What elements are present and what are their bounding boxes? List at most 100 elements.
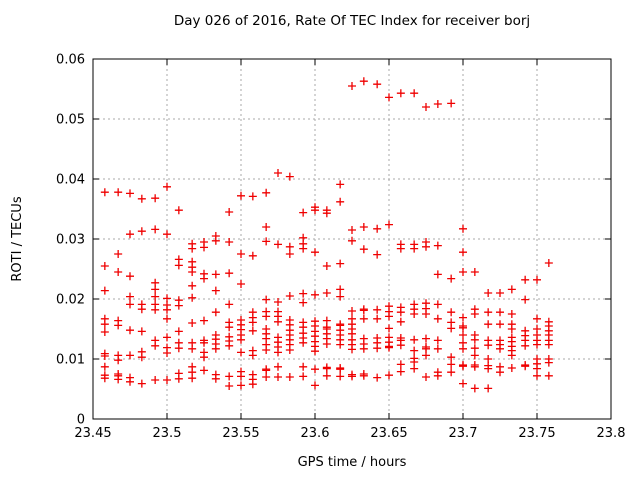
data-point-marker (225, 382, 234, 390)
data-point-marker (237, 191, 245, 200)
x-tick-label: 23.45 (74, 426, 111, 441)
data-point-marker (114, 188, 123, 197)
data-point-marker (200, 243, 208, 252)
data-point-marker (211, 308, 220, 317)
data-point-marker (188, 319, 197, 327)
data-point-marker (470, 362, 479, 371)
data-point-marker (262, 373, 271, 381)
data-point-marker (137, 194, 146, 203)
data-point-marker (211, 236, 220, 245)
data-point-marker (422, 334, 430, 343)
data-point-marker (359, 314, 368, 323)
data-point-marker (322, 371, 331, 380)
data-point-marker (533, 314, 541, 323)
data-point-marker (322, 262, 331, 270)
data-point-marker (285, 346, 294, 354)
data-point-marker (274, 317, 282, 326)
data-point-marker (459, 248, 467, 257)
data-point-marker (470, 344, 479, 353)
data-point-marker (188, 293, 197, 302)
data-point-marker (470, 351, 479, 360)
data-point-marker (496, 308, 504, 317)
data-point-marker (311, 290, 319, 299)
data-point-marker (336, 285, 345, 294)
axis-layer (92, 58, 612, 420)
data-point-marker (533, 364, 541, 373)
data-point-marker (396, 89, 405, 98)
data-point-marker (126, 230, 134, 239)
data-point-marker (433, 270, 442, 279)
data-point-marker (188, 281, 197, 290)
data-point-marker (396, 244, 405, 253)
data-point-marker (359, 77, 368, 86)
data-point-marker (126, 326, 134, 335)
data-point-marker (336, 180, 345, 189)
data-point-marker (225, 208, 234, 216)
data-point-marker (126, 272, 134, 281)
data-point-marker (225, 341, 234, 350)
data-point-marker (410, 335, 419, 344)
data-point-marker (507, 325, 516, 333)
data-point-marker (348, 226, 356, 234)
data-point-marker (507, 351, 516, 360)
data-point-marker (422, 351, 430, 360)
x-tick-label: 23.75 (518, 426, 555, 441)
data-point-marker (410, 310, 419, 318)
data-point-marker (422, 103, 430, 111)
data-point-marker (433, 344, 442, 353)
data-point-marker (262, 295, 271, 304)
data-point-marker (385, 371, 393, 380)
data-point-marker (174, 301, 183, 310)
data-point-marker (188, 244, 197, 253)
data-point-marker (163, 305, 171, 314)
data-point-marker (484, 320, 493, 329)
plot-border (92, 58, 612, 420)
data-point-marker (114, 250, 123, 258)
data-point-marker (496, 289, 504, 297)
x-tick-label: 23.55 (222, 426, 259, 441)
data-point-marker (137, 327, 146, 336)
data-point-marker (151, 292, 160, 301)
data-point-marker (274, 169, 282, 177)
data-point-marker (299, 338, 308, 347)
y-tick-label: 0.02 (56, 293, 85, 308)
y-axis-label: ROTI / TECUs (10, 196, 25, 281)
data-point-marker (410, 364, 419, 373)
data-point-marker (348, 345, 356, 354)
data-point-marker (274, 298, 282, 306)
data-point-marker (447, 360, 456, 369)
data-point-marker (459, 268, 467, 276)
data-point-marker (100, 286, 109, 295)
data-point-marker (274, 373, 282, 381)
data-points-layer (100, 77, 553, 393)
data-point-marker (174, 374, 183, 383)
data-point-marker (373, 250, 382, 259)
data-point-marker (262, 188, 271, 197)
data-point-marker (200, 316, 208, 325)
data-point-marker (359, 245, 368, 254)
data-point-marker (459, 313, 467, 322)
data-point-marker (100, 374, 109, 383)
data-point-marker (447, 324, 456, 333)
data-point-marker (100, 188, 109, 197)
x-tick-label: 23.65 (370, 426, 407, 441)
data-point-marker (262, 346, 271, 354)
data-point-marker (225, 269, 234, 278)
data-point-marker (459, 344, 467, 353)
data-point-marker (521, 275, 530, 284)
data-point-marker (174, 344, 183, 353)
data-point-marker (299, 298, 308, 307)
data-point-marker (126, 189, 134, 198)
data-point-marker (459, 379, 467, 388)
data-point-marker (521, 341, 530, 350)
tick-label-layer: 23.45 23.5 23.55 23.6 23.65 23.7 23.75 23.8 0 0.0… (56, 53, 625, 442)
data-point-marker (544, 371, 553, 380)
data-point-marker (348, 307, 356, 315)
data-point-marker (322, 340, 331, 348)
data-point-marker (137, 227, 146, 236)
data-point-marker (114, 356, 123, 365)
data-point-marker (188, 268, 197, 276)
data-point-marker (422, 242, 430, 251)
data-point-marker (359, 371, 368, 380)
